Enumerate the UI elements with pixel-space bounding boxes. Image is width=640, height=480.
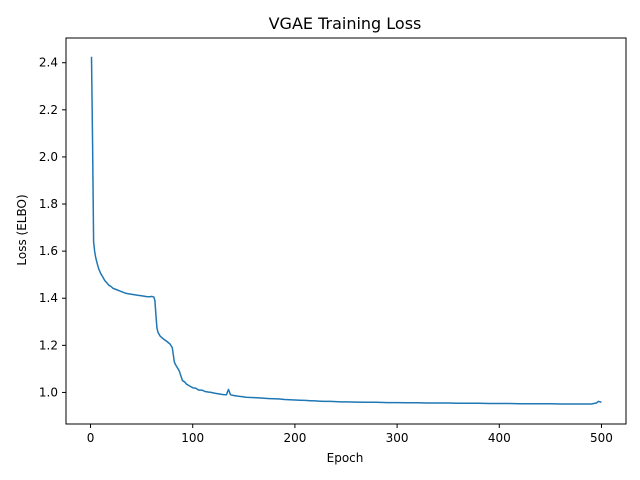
- chart-title: VGAE Training Loss: [269, 14, 422, 33]
- y-tick-label: 1.0: [39, 385, 58, 399]
- y-tick-label: 1.6: [39, 244, 58, 258]
- x-tick-label: 300: [386, 431, 409, 445]
- x-tick-label: 400: [488, 431, 511, 445]
- x-axis-ticks: 0 100 200 300 400 500: [87, 424, 613, 445]
- x-tick-label: 0: [87, 431, 95, 445]
- y-axis-ticks: 1.0 1.2 1.4 1.6 1.8 2.0 2.2 2.4: [39, 56, 66, 399]
- y-tick-label: 1.4: [39, 291, 58, 305]
- x-axis-label: Epoch: [327, 451, 364, 465]
- axes-frame: [65, 37, 627, 425]
- x-tick-label: 200: [283, 431, 306, 445]
- series-line: [90, 56, 602, 405]
- x-tick-label: 100: [181, 431, 204, 445]
- y-axis-label: Loss (ELBO): [15, 194, 29, 265]
- y-tick-label: 1.8: [39, 197, 58, 211]
- y-tick-label: 2.4: [39, 56, 58, 70]
- y-tick-label: 2.0: [39, 150, 58, 164]
- y-tick-label: 2.2: [39, 103, 58, 117]
- x-tick-label: 500: [590, 431, 613, 445]
- y-tick-label: 1.2: [39, 338, 58, 352]
- plot-area: 0 100 200 300 400 500 1.0 1.2 1.4 1.6 1.8 2.0 2.2 2.…: [39, 37, 627, 445]
